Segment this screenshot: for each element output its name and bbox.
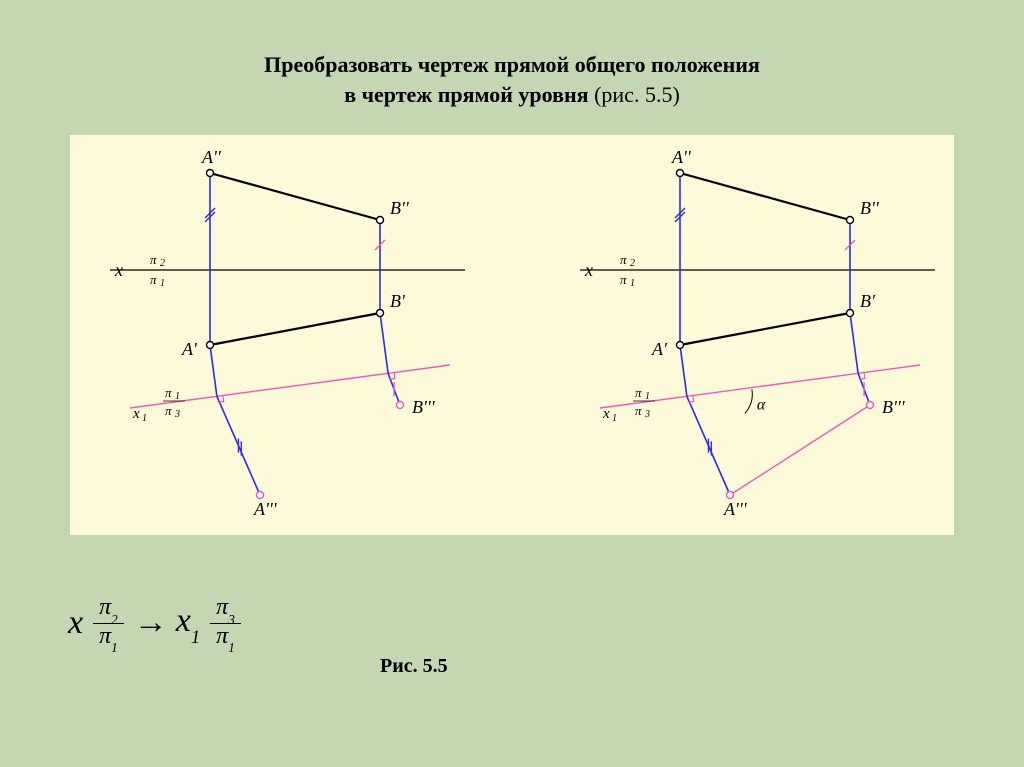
svg-text:π: π [620,252,627,267]
svg-text:A'': A'' [671,147,692,167]
svg-text:2: 2 [630,258,635,269]
svg-text:A''': A''' [723,499,748,519]
svg-text:2: 2 [160,258,165,269]
formula-x: x [68,604,83,642]
svg-text:π: π [635,385,642,400]
title-line1: Преобразовать чертеж прямой общего полож… [264,52,760,77]
svg-text:B''': B''' [412,397,436,417]
svg-text:1: 1 [175,391,180,402]
svg-text:A': A' [651,339,668,359]
diagram-area: xπ2π1x1π1π3A''B''A'B'A'''B'''xπ2π1x1π1π3… [70,135,954,535]
figure-caption: Рис. 5.5 [380,655,448,678]
svg-text:A': A' [181,339,198,359]
svg-text:B'': B'' [860,198,880,218]
svg-text:x: x [584,260,593,280]
formula-x1: x1 [176,602,200,645]
svg-text:3: 3 [174,409,180,420]
svg-text:x: x [114,260,123,280]
svg-text:α: α [757,396,766,413]
svg-text:1: 1 [630,278,635,289]
svg-text:π: π [620,272,627,287]
svg-text:x: x [132,406,140,422]
formula: x π2 π1 → x1 π3 π1 [68,595,243,651]
svg-text:1: 1 [160,278,165,289]
svg-text:A'': A'' [201,147,222,167]
svg-text:1: 1 [142,413,147,424]
title-line2-bold: в чертеж прямой уровня [344,82,588,107]
formula-frac2: π3 π1 [210,595,241,651]
svg-text:B': B' [390,291,406,311]
formula-arrow: → [134,604,168,642]
title-line2-norm: (рис. 5.5) [589,82,680,107]
title: Преобразовать чертеж прямой общего полож… [0,50,1024,109]
svg-text:π: π [165,403,172,418]
svg-text:B'': B'' [390,198,410,218]
svg-text:π: π [150,252,157,267]
formula-frac1: π2 π1 [93,595,124,651]
svg-text:3: 3 [644,409,650,420]
svg-text:π: π [635,403,642,418]
svg-text:π: π [165,385,172,400]
svg-text:B''': B''' [882,397,906,417]
svg-text:1: 1 [645,391,650,402]
svg-text:π: π [150,272,157,287]
svg-text:A''': A''' [253,499,278,519]
svg-text:B': B' [860,291,876,311]
diagram-svg: xπ2π1x1π1π3A''B''A'B'A'''B'''xπ2π1x1π1π3… [70,135,954,535]
svg-text:x: x [602,406,610,422]
svg-text:1: 1 [612,413,617,424]
